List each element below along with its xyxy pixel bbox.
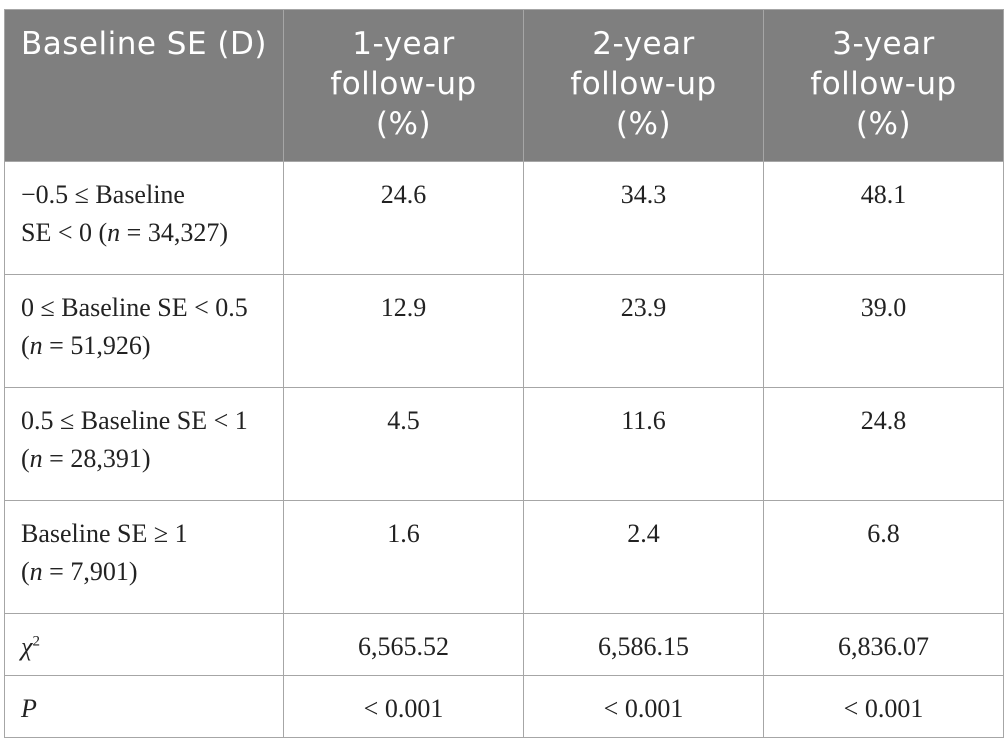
row-label-line1: −0.5 ≤ Baseline [21,180,185,209]
chi-square-label: χ2 [4,613,284,676]
chi-value-2-year: 6,586.15 [523,613,764,676]
header-2-year: 2-year follow-up (%) [523,9,764,162]
header-3-year: 3-year follow-up (%) [763,9,1004,162]
row-label-count: = 51,926) [42,331,151,360]
row-label: Baseline SE ≥ 1 (n = 7,901) [4,500,284,614]
value-1-year: 4.5 [283,387,524,501]
p-value-2-year: < 0.001 [523,675,764,738]
value-3-year: 24.8 [763,387,1004,501]
p-value-3-year: < 0.001 [763,675,1004,738]
p-symbol: P [21,694,37,723]
header-baseline-se: Baseline SE (D) [4,9,284,162]
p-value-1-year: < 0.001 [283,675,524,738]
p-value-label: P [4,675,284,738]
row-label-line2: SE < 0 (n = 34,327) [21,214,267,252]
row-label: −0.5 ≤ Baseline SE < 0 (n = 34,327) [4,161,284,275]
table-row: −0.5 ≤ Baseline SE < 0 (n = 34,327) 24.6… [4,161,1004,275]
row-label: 0 ≤ Baseline SE < 0.5 (n = 51,926) [4,274,284,388]
row-label-count: = 7,901) [42,557,138,586]
table-row: Baseline SE ≥ 1 (n = 7,901) 1.6 2.4 6.8 [4,500,1004,614]
row-label-line1: Baseline SE ≥ 1 [21,519,188,548]
n-symbol: n [29,557,43,586]
table-body: −0.5 ≤ Baseline SE < 0 (n = 34,327) 24.6… [4,161,1004,738]
chi-value-1-year: 6,565.52 [283,613,524,676]
n-symbol: n [107,218,121,247]
row-label-count: = 34,327) [120,218,228,247]
chi-superscript: 2 [32,633,40,650]
header-row: Baseline SE (D) 1-year follow-up (%) 2-y… [4,9,1004,162]
results-table: Baseline SE (D) 1-year follow-up (%) 2-y… [4,9,1004,738]
row-label-line2: (n = 28,391) [21,440,267,478]
row-label-prefix: ( [21,444,30,473]
value-3-year: 39.0 [763,274,1004,388]
value-2-year: 2.4 [523,500,764,614]
n-symbol: n [29,331,43,360]
value-1-year: 12.9 [283,274,524,388]
value-2-year: 23.9 [523,274,764,388]
row-label-prefix: SE < 0 ( [21,218,108,247]
value-1-year: 1.6 [283,500,524,614]
n-symbol: n [29,444,43,473]
value-3-year: 48.1 [763,161,1004,275]
row-label-line2: (n = 7,901) [21,553,267,591]
chi-symbol: χ [21,632,33,661]
chi-square-row: χ2 6,565.52 6,586.15 6,836.07 [4,613,1004,676]
value-2-year: 11.6 [523,387,764,501]
header-1-year: 1-year follow-up (%) [283,9,524,162]
row-label-line2: (n = 51,926) [21,327,267,365]
table-row: 0 ≤ Baseline SE < 0.5 (n = 51,926) 12.9 … [4,274,1004,388]
row-label: 0.5 ≤ Baseline SE < 1 (n = 28,391) [4,387,284,501]
p-value-row: P < 0.001 < 0.001 < 0.001 [4,675,1004,738]
table-row: 0.5 ≤ Baseline SE < 1 (n = 28,391) 4.5 1… [4,387,1004,501]
row-label-prefix: ( [21,331,30,360]
table-header: Baseline SE (D) 1-year follow-up (%) 2-y… [4,9,1004,162]
value-2-year: 34.3 [523,161,764,275]
row-label-prefix: ( [21,557,30,586]
row-label-count: = 28,391) [42,444,151,473]
row-label-line1: 0 ≤ Baseline SE < 0.5 [21,293,248,322]
value-3-year: 6.8 [763,500,1004,614]
value-1-year: 24.6 [283,161,524,275]
row-label-line1: 0.5 ≤ Baseline SE < 1 [21,406,248,435]
chi-value-3-year: 6,836.07 [763,613,1004,676]
